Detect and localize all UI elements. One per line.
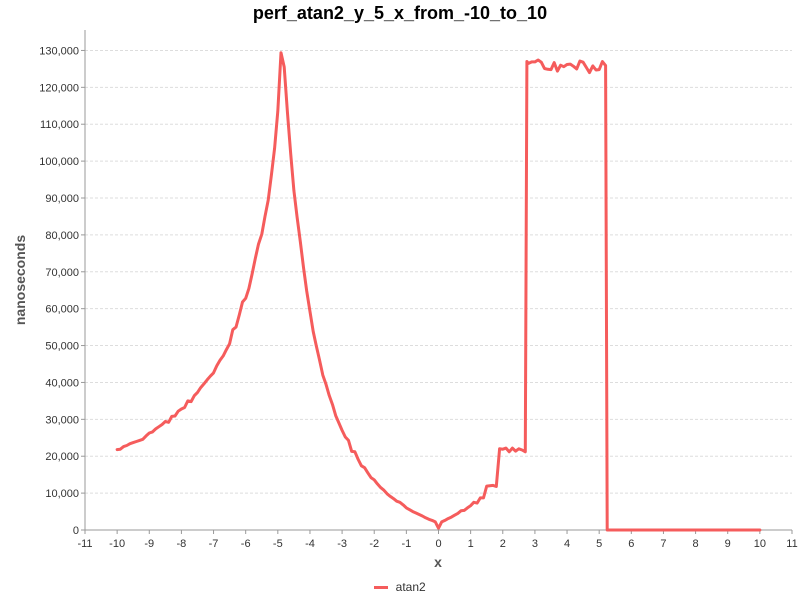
y-tick-label: 70,000 <box>45 267 79 279</box>
legend-label-atan2: atan2 <box>395 580 426 594</box>
x-tick-label: -11 <box>77 538 92 550</box>
x-axis-title: x <box>434 554 442 570</box>
legend: atan2 <box>0 580 800 594</box>
y-tick-label: 0 <box>73 525 79 537</box>
y-axis-title: nanoseconds <box>12 235 28 325</box>
y-tick-label: 30,000 <box>45 414 79 426</box>
x-tick-label: -8 <box>177 538 187 550</box>
x-tick-label: 10 <box>754 538 766 550</box>
y-tick-label: 110,000 <box>40 119 79 131</box>
x-tick-label: 6 <box>628 538 634 550</box>
x-tick-label: 2 <box>500 538 506 550</box>
x-tick-label: 8 <box>693 538 699 550</box>
x-tick-label: 9 <box>725 538 731 550</box>
chart-title: perf_atan2_y_5_x_from_-10_to_10 <box>252 3 548 23</box>
series-line-atan2 <box>115 51 762 532</box>
y-tick-label: 130,000 <box>39 45 79 57</box>
x-tick-label: -6 <box>241 538 251 550</box>
x-tick-label: 5 <box>596 538 602 550</box>
x-tick-label: 3 <box>532 538 538 550</box>
legend-swatch-atan2 <box>374 586 389 590</box>
x-tick-label: -1 <box>401 538 411 550</box>
x-tick-label: -3 <box>337 538 347 550</box>
y-tick-label: 60,000 <box>45 304 79 316</box>
x-tick-label: 4 <box>564 538 570 550</box>
y-tick-label: 10,000 <box>45 488 79 500</box>
x-tick-label: -10 <box>109 538 125 550</box>
y-tick-label: 40,000 <box>45 377 79 389</box>
y-tick-label: 50,000 <box>45 341 79 353</box>
x-tick-label: 0 <box>435 538 441 550</box>
x-tick-label: 1 <box>468 538 474 550</box>
x-tick-label: 11 <box>786 538 797 550</box>
y-tick-label: 100,000 <box>39 156 79 168</box>
x-tick-label: -4 <box>305 538 315 550</box>
y-tick-label: 120,000 <box>39 82 79 94</box>
x-tick-label: -9 <box>144 538 154 550</box>
y-tick-label: 80,000 <box>45 230 79 242</box>
x-tick-label: -5 <box>273 538 283 550</box>
y-tick-label: 20,000 <box>45 451 79 463</box>
x-tick-label: 7 <box>660 538 666 550</box>
y-tick-label: 90,000 <box>45 193 79 205</box>
x-tick-label: -2 <box>369 538 379 550</box>
x-tick-label: -7 <box>209 538 219 550</box>
